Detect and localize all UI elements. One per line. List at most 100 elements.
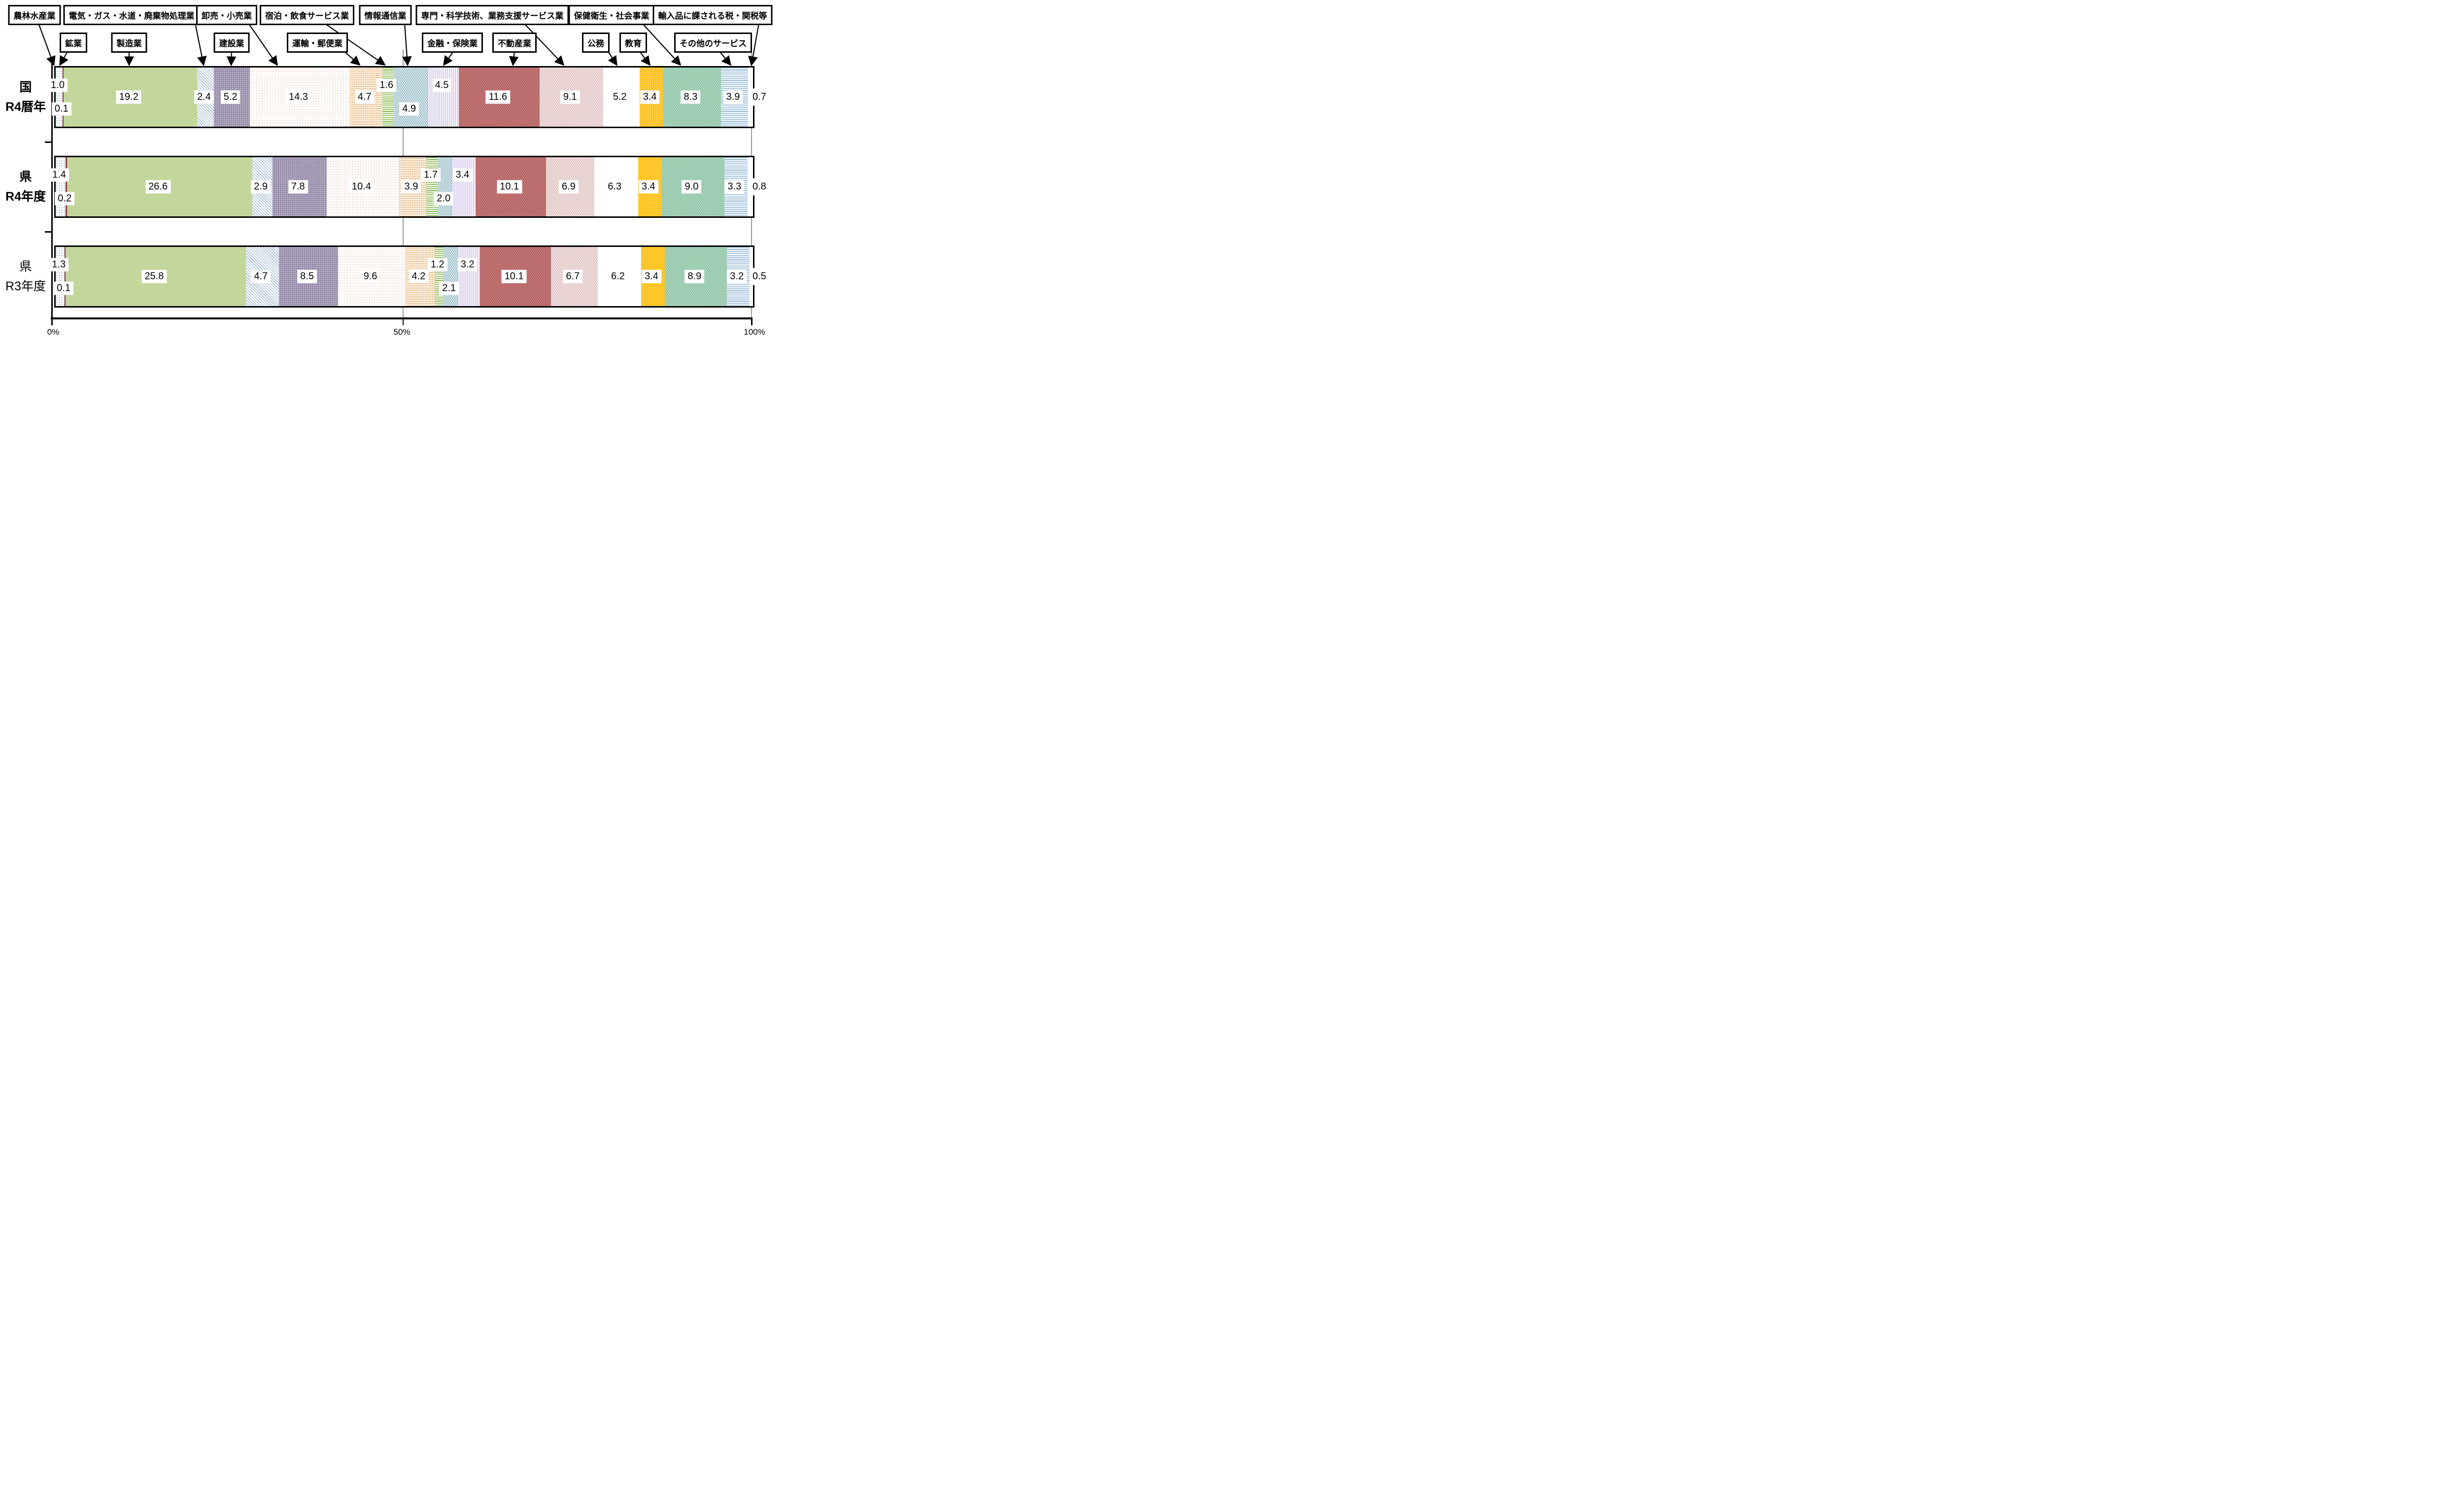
value-label: 0.2	[55, 192, 75, 206]
value-label: 10.1	[501, 270, 527, 283]
x-tick-50%	[402, 319, 404, 325]
segment-information-communications[interactable]	[443, 247, 459, 306]
segment-finance-insurance[interactable]	[458, 247, 481, 306]
segment-accommodation-food-services[interactable]	[382, 68, 395, 127]
callout-輸入品に課される税・関税等: 輸入品に課される税・関税等	[652, 5, 773, 25]
value-label: 8.5	[297, 270, 317, 283]
value-label: 11.6	[485, 90, 511, 104]
segment-information-communications[interactable]	[393, 68, 429, 127]
callout-金融・保険業: 金融・保険業	[422, 33, 483, 53]
value-label: 8.9	[684, 270, 705, 283]
callout-arrow	[607, 50, 617, 66]
row-label-line: 国	[19, 80, 32, 94]
row-label-line: R3年度	[5, 279, 46, 293]
row-label-1: 国 R4暦年	[0, 66, 51, 128]
callout-製造業: 製造業	[111, 33, 147, 53]
value-label: 7.8	[288, 180, 308, 194]
x-tick-label-100%: 100%	[744, 327, 765, 337]
segment-accommodation-food-services[interactable]	[426, 157, 440, 216]
value-label: 19.2	[116, 90, 141, 104]
segment-information-communications[interactable]	[438, 157, 453, 216]
value-label: 4.7	[354, 90, 375, 104]
callout-情報通信業: 情報通信業	[359, 5, 412, 25]
value-label: 14.3	[285, 90, 311, 104]
value-label: 3.4	[638, 180, 658, 194]
segment-wholesale-retail[interactable]	[338, 247, 407, 306]
row-label-3: 県 R3年度	[0, 245, 51, 308]
value-label: 3.3	[724, 180, 745, 194]
value-label: 8.3	[681, 90, 701, 104]
category-tick-1	[45, 141, 51, 143]
row-label-line: 県	[19, 170, 32, 184]
category-tick-2	[45, 231, 51, 233]
value-label: 3.4	[640, 90, 660, 104]
segment-finance-insurance[interactable]	[427, 68, 460, 127]
value-label: 3.2	[727, 270, 747, 283]
callout-農林水産業: 農林水産業	[8, 5, 61, 25]
value-label-outside: 0.7	[750, 88, 767, 106]
value-label: 1.6	[376, 78, 397, 92]
segment-professional-scientific-business[interactable]	[550, 247, 599, 306]
callout-arrow	[194, 23, 207, 67]
callout-教育: 教育	[619, 33, 647, 53]
value-label: 4.5	[432, 78, 452, 92]
value-label: 6.9	[559, 180, 579, 194]
value-label: 5.2	[610, 90, 630, 104]
segment-professional-scientific-business[interactable]	[546, 157, 595, 216]
row-label-line: R4暦年	[5, 100, 46, 114]
callout-arrow	[343, 50, 361, 66]
value-label: 2.4	[194, 90, 214, 104]
callout-arrow	[59, 50, 68, 66]
x-axis-line	[51, 317, 753, 319]
stacked-bar-chart: 0% 50% 100% 農林水産業 鉱業 電気・ガス・水道・廃棄物処理業 製造業 建設業 卸売…	[0, 0, 773, 341]
value-label: 1.3	[49, 258, 69, 272]
value-label: 4.2	[409, 270, 429, 283]
value-label: 1.2	[427, 258, 447, 272]
value-label: 0.1	[54, 281, 74, 295]
callout-arrow	[748, 23, 760, 67]
value-label: 4.9	[399, 102, 419, 116]
value-label: 0.1	[51, 102, 71, 116]
value-label: 2.0	[434, 192, 454, 206]
callout-arrow	[509, 50, 519, 67]
callout-arrow	[443, 50, 454, 66]
callout-専門・科学技術、業務支援サービス業: 専門・科学技術、業務支援サービス業	[415, 5, 569, 25]
callout-運輸・郵便業: 運輸・郵便業	[287, 33, 348, 53]
x-tick-100%	[751, 319, 753, 325]
value-label: 6.3	[605, 180, 625, 194]
callout-arrow	[248, 23, 278, 66]
value-label: 3.9	[723, 90, 743, 104]
y-axis-line	[51, 58, 53, 325]
value-label: 6.7	[563, 270, 583, 283]
value-label: 26.6	[145, 180, 171, 194]
segment-agriculture-forestry-fisheries[interactable]	[56, 247, 66, 306]
callout-その他のサービス: その他のサービス	[674, 33, 752, 53]
value-label: 3.4	[452, 168, 473, 182]
callout-保健衛生・社会事業: 保健衛生・社会事業	[568, 5, 655, 25]
callout-建設業: 建設業	[213, 33, 250, 53]
value-label: 1.4	[49, 168, 69, 182]
segment-finance-insurance[interactable]	[452, 157, 477, 216]
x-tick-label-0%: 0%	[47, 327, 60, 337]
value-label: 3.9	[401, 180, 421, 194]
value-label-outside: 0.8	[750, 178, 767, 196]
callout-公務: 公務	[582, 33, 610, 53]
value-label: 9.6	[360, 270, 380, 283]
callout-arrow	[719, 50, 732, 66]
value-label: 9.0	[682, 180, 702, 194]
callout-卸売・小売業: 卸売・小売業	[196, 5, 257, 25]
value-label: 10.1	[497, 180, 522, 194]
row-label-line: 県	[19, 259, 32, 274]
value-label: 1.0	[48, 78, 68, 92]
callout-宿泊・飲食サービス業: 宿泊・飲食サービス業	[260, 5, 354, 25]
segment-construction[interactable]	[278, 247, 340, 306]
value-label: 2.1	[439, 281, 459, 295]
value-label: 25.8	[141, 270, 167, 283]
value-label: 9.1	[560, 90, 580, 104]
value-label: 5.2	[220, 90, 240, 104]
segment-agriculture-forestry-fisheries[interactable]	[56, 157, 67, 216]
value-label: 3.2	[457, 258, 478, 272]
callout-arrow	[402, 23, 412, 67]
callout-arrow	[226, 50, 237, 67]
value-label: 6.2	[608, 270, 628, 283]
